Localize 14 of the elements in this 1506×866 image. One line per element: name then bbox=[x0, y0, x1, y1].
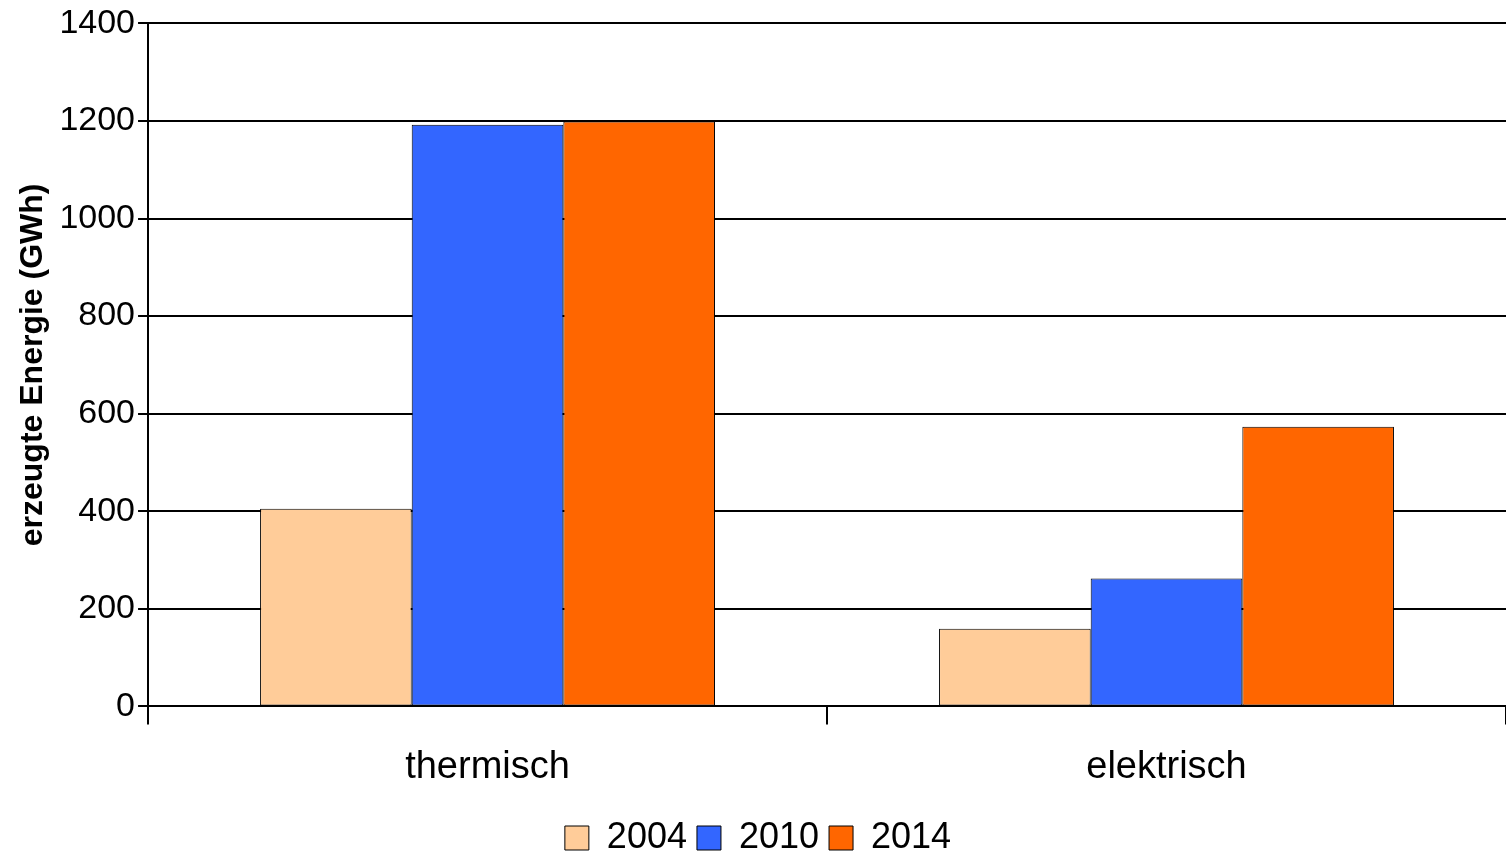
y-tick-label: 1200 bbox=[59, 99, 136, 138]
legend-label: 2010 bbox=[738, 814, 820, 856]
x-tick-label: thermisch bbox=[405, 743, 570, 786]
y-tick-label: 0 bbox=[116, 684, 136, 723]
y-tick-label: 1400 bbox=[59, 1, 136, 40]
y-axis-title: erzeugte Energie (GWh) bbox=[13, 183, 50, 547]
y-tick-label: 400 bbox=[78, 489, 136, 528]
legend-label: 2004 bbox=[606, 814, 687, 856]
y-tick-label: 1000 bbox=[59, 196, 136, 235]
y-tick-label: 200 bbox=[78, 587, 136, 626]
y-tick-label: 800 bbox=[78, 294, 136, 333]
x-tick-label: elektrisch bbox=[1086, 743, 1247, 786]
y-tick-label: 600 bbox=[78, 392, 136, 431]
legend-label: 2014 bbox=[871, 814, 952, 856]
